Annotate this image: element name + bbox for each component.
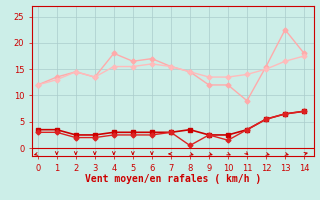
- X-axis label: Vent moyen/en rafales ( km/h ): Vent moyen/en rafales ( km/h ): [85, 174, 261, 184]
